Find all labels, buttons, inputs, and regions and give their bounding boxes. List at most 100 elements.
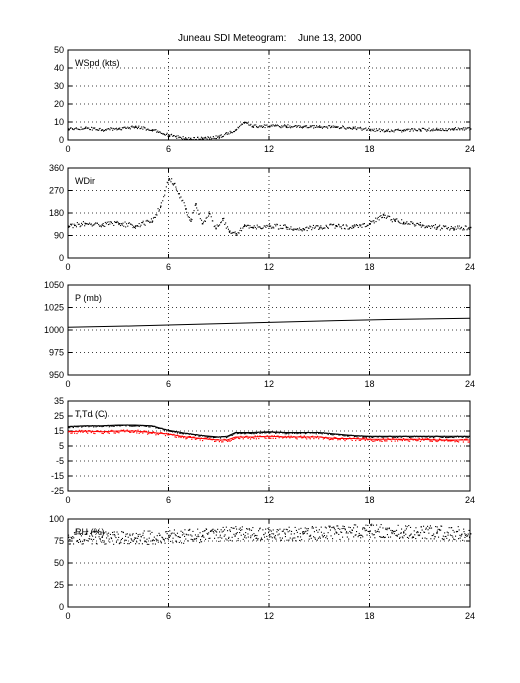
data-point [204,220,206,222]
data-point [224,436,226,438]
data-point [447,532,449,534]
data-point [169,433,171,435]
data-point [226,539,228,541]
data-point [179,436,181,438]
data-point [234,131,236,133]
data-point [389,131,391,133]
data-point [151,130,153,132]
data-point [408,525,410,527]
data-point [341,528,343,530]
data-point [88,127,90,129]
data-point [261,228,263,230]
data-point [68,129,70,131]
data-point [99,431,101,433]
data-point [342,224,344,226]
data-point [214,440,216,442]
data-point [113,425,115,427]
data-point [391,531,393,533]
data-point [468,127,470,129]
data-point [86,223,88,225]
data-point [421,529,423,531]
data-point [364,128,366,130]
data-point [121,531,123,533]
data-point [393,436,395,438]
data-point [279,528,281,530]
data-point [102,223,104,225]
data-point [439,529,441,531]
data-point [338,438,340,440]
data-point [256,535,258,537]
data-point [109,223,111,225]
data-point [265,226,267,228]
data-point [377,528,379,530]
data-point [426,436,429,438]
data-point [123,126,125,128]
data-point [433,225,435,227]
data-point [248,528,250,530]
data-point [464,533,466,535]
data-point [261,539,263,541]
data-point [140,536,142,538]
data-point [349,435,351,437]
data-point [167,135,169,137]
data-point [132,227,134,229]
data-point [365,436,368,438]
data-point [214,537,216,539]
data-point [324,432,326,434]
data-point [246,435,248,437]
data-point [362,528,364,530]
data-point [326,126,328,128]
data-point [251,529,253,531]
data-point [233,533,235,535]
data-point [458,225,460,227]
data-point [349,127,351,129]
data-point [91,531,93,533]
data-point [287,531,289,533]
data-point [403,535,405,537]
data-point [136,126,138,128]
data-point [212,220,214,222]
data-point [139,533,141,535]
data-point [77,540,79,542]
data-point [125,430,127,432]
data-point [316,435,319,437]
data-point [109,533,111,535]
data-point [305,227,307,229]
data-point [290,226,292,228]
data-point [332,538,334,540]
data-point [261,228,263,230]
data-point [143,430,145,432]
data-point [363,223,365,225]
data-point [466,438,468,440]
data-point [235,533,237,535]
data-point [426,438,429,440]
data-point [346,225,348,227]
data-point [71,432,73,434]
data-point [228,440,230,442]
data-point [103,425,106,427]
x-tick-label: 6 [166,262,171,272]
data-point [299,539,301,541]
data-point [205,137,207,139]
data-point [324,526,326,528]
data-point [299,125,301,127]
data-point [304,437,307,439]
data-point [387,128,389,130]
data-point [204,437,206,439]
data-point [80,425,82,427]
data-point [314,436,316,438]
data-point [103,431,106,433]
x-tick-label: 18 [364,262,374,272]
data-point [289,537,291,539]
data-point [67,129,69,131]
data-point [236,234,238,236]
data-point [92,530,94,532]
data-point [232,527,234,529]
data-point [301,539,303,541]
data-point [154,543,156,545]
data-point [177,193,179,195]
data-point [219,531,221,533]
data-point [111,127,113,129]
data-point [286,529,288,531]
data-point [133,539,135,541]
